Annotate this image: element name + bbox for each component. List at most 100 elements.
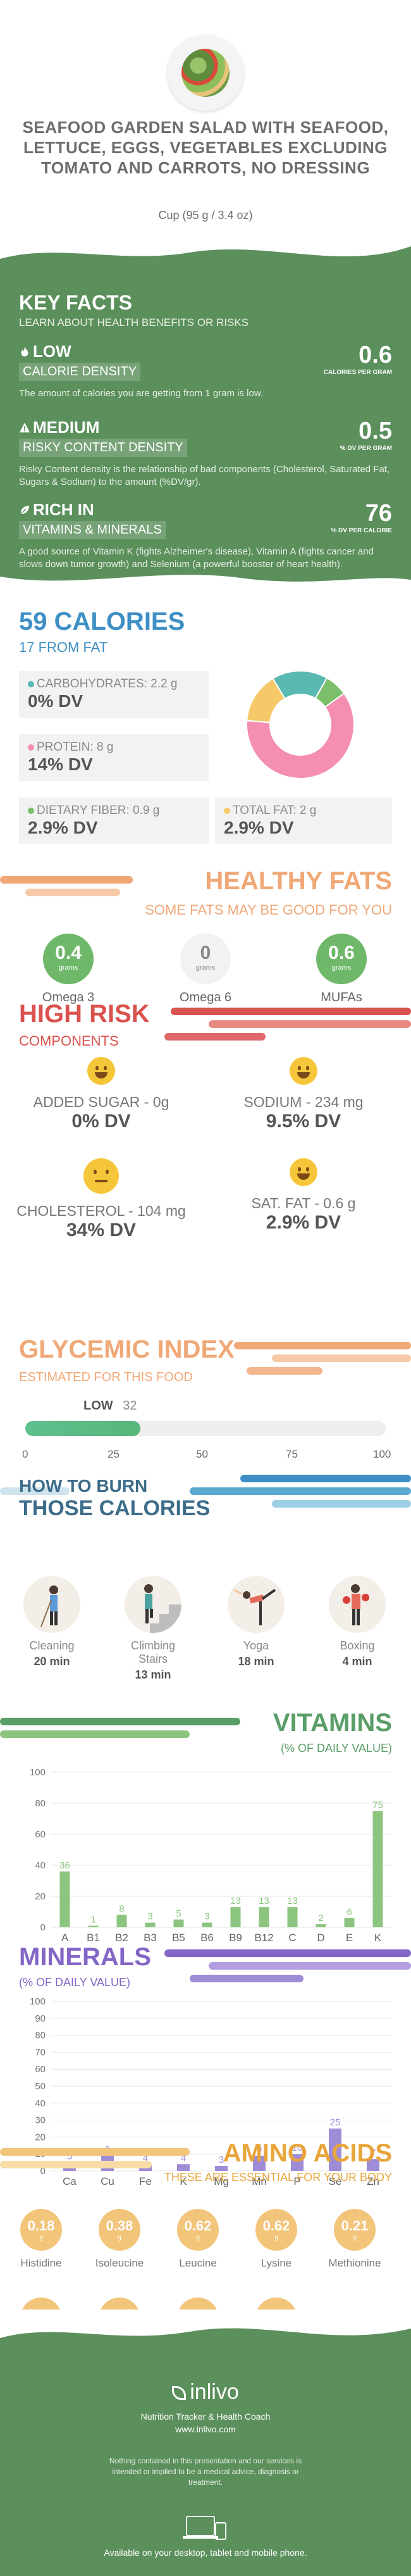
- y-tick-label: 70: [35, 2047, 46, 2058]
- activity-name: Boxing: [340, 1639, 375, 1652]
- bar-value-label: 3: [204, 1911, 209, 1922]
- leaf-logo-icon: [172, 2386, 187, 2401]
- decor-stripe: [209, 1020, 411, 1028]
- fiber-dv: 2.9% DV: [28, 818, 98, 837]
- activity-boxing: Boxing 4 min: [319, 1576, 395, 1668]
- food-title: SEAFOOD GARDEN SALAD WITH SEAFOOD, LETTU…: [22, 118, 389, 177]
- added-sugar-dv: 0% DV: [71, 1111, 131, 1132]
- cholesterol-item: CHOLESTEROL - 104 mg 34% DV: [6, 1158, 196, 1241]
- brand-site-link[interactable]: www.inlivo.com: [175, 2424, 236, 2434]
- brand-logo[interactable]: inlivo: [0, 2380, 411, 2404]
- burn-section: HOW TO BURN THOSE CALORIES Cleaning 20 m…: [0, 1475, 411, 1709]
- x-tick-label: Cu: [101, 2175, 114, 2187]
- bar-value-label: 13: [287, 1896, 298, 1906]
- sat-fat-label: SAT. FAT - 0.6 g: [251, 1195, 356, 1211]
- decor-stripe: [0, 2148, 190, 2156]
- bar-value-label: 4: [143, 2153, 148, 2163]
- cholesterol-dv: 34% DV: [66, 1220, 137, 1241]
- amino-name: Methionine: [328, 2257, 381, 2269]
- amino-value: 0.21: [341, 2218, 369, 2234]
- x-tick-label: B3: [144, 1932, 157, 1944]
- burn-title-line2: THOSE CALORIES: [19, 1496, 211, 1520]
- leaf-icon: [20, 505, 30, 515]
- bar-value-label: 6: [347, 1906, 352, 1917]
- y-tick-label: 60: [35, 1829, 46, 1840]
- x-tick-label: K: [180, 2175, 187, 2187]
- cholesterol-label: CHOLESTEROL - 104 mg: [16, 1203, 186, 1219]
- glycemic-subtitle: ESTIMATED FOR THIS FOOD: [19, 1370, 193, 1384]
- amino-unit: g: [274, 2234, 278, 2241]
- activity-name: Yoga: [243, 1639, 269, 1652]
- minerals-title: MINERALS: [19, 1943, 151, 1971]
- amino-circle: 0.62 g: [255, 2209, 297, 2251]
- y-tick-label: 100: [30, 1996, 46, 2007]
- devices-icon: [183, 2516, 226, 2540]
- amino-circle: 0.21 g: [334, 2209, 376, 2251]
- mufas-label: MUFAs: [321, 991, 362, 1004]
- key-facts-title: KEY FACTS: [19, 291, 132, 314]
- bar-value-label: 3: [147, 1911, 152, 1922]
- x-tick-label: C: [288, 1932, 296, 1944]
- high-risk-title: HIGH RISK: [19, 1000, 150, 1028]
- gi-track: [25, 1421, 386, 1436]
- added-sugar-item: ADDED SUGAR - 0g 0% DV: [6, 1057, 196, 1132]
- y-tick-label: 40: [35, 2098, 46, 2109]
- x-tick-label: D: [317, 1932, 324, 1944]
- amino-value: 0.38: [106, 2218, 133, 2234]
- key-facts-subtitle: LEARN ABOUT HEALTH BENEFITS OR RISKS: [19, 316, 249, 328]
- decor-stripe: [247, 1367, 322, 1375]
- gi-ticks: 0 25 50 75 100: [22, 1448, 391, 1461]
- amino-unit: g: [353, 2234, 357, 2241]
- x-tick-label: Mg: [214, 2175, 229, 2187]
- calorie-density-level: LOW: [33, 342, 71, 361]
- x-tick-label: P: [293, 2175, 300, 2187]
- decor-stripe: [272, 1500, 411, 1508]
- decor-stripe: [0, 1487, 70, 1495]
- bar-value-label: 25: [330, 2117, 341, 2128]
- decor-stripe: [190, 1975, 304, 1982]
- fat-box: TOTAL FAT: 2 g 2.9% DV: [215, 797, 392, 844]
- healthy-fats-section: HEALTHY FATS SOME FATS MAY BE GOOD FOR Y…: [0, 867, 411, 1114]
- activity-minutes: 18 min: [238, 1655, 274, 1668]
- amino-title: AMINO ACIDS: [223, 2139, 392, 2167]
- risky-content-label: RISKY CONTENT DENSITY: [19, 439, 187, 457]
- flame-icon: [21, 346, 28, 356]
- gi-value: 32: [123, 1399, 137, 1413]
- neutral-face-icon: [83, 1158, 119, 1194]
- risky-content-desc: Risky Content density is the relationshi…: [19, 464, 390, 487]
- fiber-label: DIETARY FIBER: 0.9 g: [37, 804, 160, 817]
- bar-k: [177, 2164, 190, 2171]
- decor-stripe: [190, 1487, 411, 1495]
- vitamins-subtitle: (% OF DAILY VALUE): [280, 1742, 392, 1754]
- protein-dv: 14% DV: [28, 754, 93, 774]
- vitamins-unit: % DV PER CALORIE: [331, 527, 392, 534]
- mufas-value: 0.6: [328, 942, 355, 963]
- donut-slice-protein: [246, 692, 355, 779]
- bar-mn: [253, 2155, 266, 2171]
- bar-p: [291, 2154, 304, 2171]
- gi-readout: LOW 32: [83, 1399, 137, 1413]
- minerals-bar-chart: 01020304050607080901005Ca9Cu4Fe4K3Mg9Mn1…: [30, 1996, 392, 2187]
- gi-tick: 0: [22, 1448, 28, 1460]
- gi-tick: 25: [107, 1448, 120, 1460]
- y-tick-label: 50: [35, 2081, 46, 2092]
- amino-unit: g: [118, 2234, 121, 2241]
- amino-item: 0.62 g Lysine: [242, 2209, 311, 2270]
- key-facts-section: KEY FACTS LEARN ABOUT HEALTH BENEFITS OR…: [0, 234, 411, 589]
- sat-fat-item: SAT. FAT - 0.6 g 2.9% DV: [209, 1158, 398, 1234]
- smile-face-icon: [290, 1158, 317, 1186]
- gi-tick: 75: [286, 1448, 298, 1460]
- decor-stripe: [25, 889, 120, 896]
- carbs-box: CARBOHYDRATES: 2.2 g 0% DV: [19, 671, 209, 718]
- cleaning-person-icon: [23, 1576, 80, 1633]
- calorie-density-desc: The amount of calories you are getting f…: [19, 388, 264, 399]
- risky-content-level: MEDIUM: [33, 418, 100, 437]
- decor-stripe: [164, 1033, 266, 1041]
- carbs-dv: 0% DV: [28, 691, 83, 711]
- amino-value: 0.62: [184, 2218, 212, 2234]
- wave-divider: [0, 2310, 411, 2338]
- bar-value-label: 3: [219, 2154, 224, 2165]
- decor-stripe: [0, 2161, 152, 2168]
- activity-stairs: Climbing Stairs 13 min: [115, 1576, 191, 1682]
- bar-value-label: 5: [176, 1908, 181, 1919]
